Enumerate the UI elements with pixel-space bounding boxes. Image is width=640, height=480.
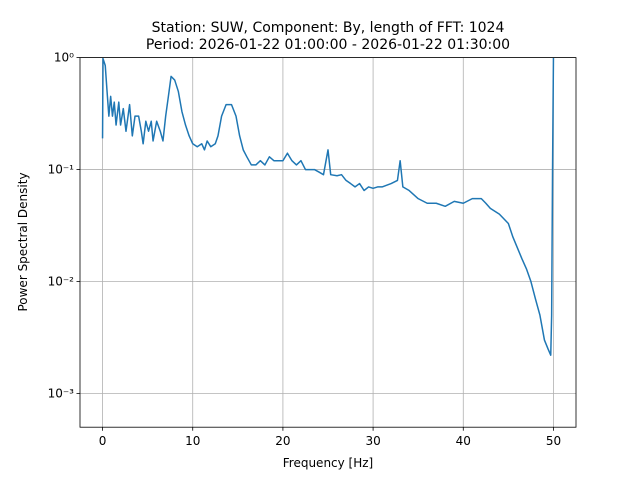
y-tick-label: 10⁻² bbox=[48, 275, 75, 289]
chart-title: Station: SUW, Component: By, length of F… bbox=[152, 20, 505, 36]
y-axis-label: Power Spectral Density bbox=[16, 172, 30, 311]
ticks: 0 10 20 30 40 50 10⁻³ 10⁻² 10⁻¹ 10⁰ bbox=[48, 51, 562, 449]
psd-line bbox=[101, 57, 555, 356]
axes-frame bbox=[79, 57, 577, 428]
x-tick-label: 0 bbox=[99, 434, 107, 448]
x-tick-label: 50 bbox=[546, 434, 561, 448]
y-tick-label: 10⁻³ bbox=[48, 386, 75, 400]
chart-subtitle: Period: 2026-01-22 01:00:00 - 2026-01-22… bbox=[146, 37, 510, 53]
y-tick-label: 10⁻¹ bbox=[48, 163, 75, 177]
y-tick-label: 10⁰ bbox=[54, 51, 74, 65]
plot-area bbox=[101, 57, 555, 356]
x-axis-label: Frequency [Hz] bbox=[283, 456, 374, 470]
x-tick-label: 40 bbox=[456, 434, 471, 448]
x-tick-label: 10 bbox=[185, 434, 200, 448]
x-tick-label: 20 bbox=[275, 434, 290, 448]
x-tick-label: 30 bbox=[365, 434, 380, 448]
